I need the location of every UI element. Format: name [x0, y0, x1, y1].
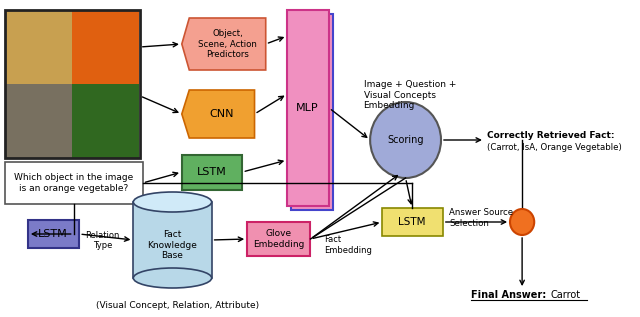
Text: Fact
Embedding: Fact Embedding [324, 235, 372, 255]
Text: Scoring: Scoring [387, 135, 424, 145]
Text: Which object in the image
is an orange vegetable?: Which object in the image is an orange v… [14, 173, 133, 193]
FancyBboxPatch shape [182, 155, 243, 190]
Text: Type: Type [93, 241, 112, 249]
FancyBboxPatch shape [247, 222, 310, 256]
FancyBboxPatch shape [382, 208, 443, 236]
Text: (Visual Concept, Relation, Attribute): (Visual Concept, Relation, Attribute) [95, 301, 259, 309]
FancyBboxPatch shape [133, 202, 212, 278]
Text: Carrot: Carrot [550, 290, 580, 300]
Text: Glove
Embedding: Glove Embedding [253, 229, 305, 249]
Text: Fact
Knowledge
Base: Fact Knowledge Base [148, 230, 197, 260]
Text: Image + Question +
Visual Concepts
Embedding: Image + Question + Visual Concepts Embed… [364, 80, 456, 110]
FancyBboxPatch shape [4, 162, 143, 204]
Ellipse shape [370, 102, 441, 178]
FancyBboxPatch shape [4, 84, 72, 158]
Ellipse shape [133, 268, 212, 288]
Text: CNN: CNN [210, 109, 234, 119]
Ellipse shape [133, 192, 212, 212]
FancyBboxPatch shape [28, 220, 79, 248]
Polygon shape [182, 18, 266, 70]
FancyBboxPatch shape [72, 10, 139, 84]
Text: Correctly Retrieved Fact:: Correctly Retrieved Fact: [486, 131, 614, 139]
Text: LSTM: LSTM [196, 167, 227, 177]
Text: Relation: Relation [85, 230, 120, 240]
Ellipse shape [510, 209, 534, 235]
Text: MLP: MLP [296, 103, 319, 113]
Text: Answer Source
Selection: Answer Source Selection [449, 208, 513, 228]
FancyBboxPatch shape [72, 84, 139, 158]
Text: (Carrot, IsA, Orange Vegetable): (Carrot, IsA, Orange Vegetable) [486, 144, 621, 152]
Text: Final Answer:: Final Answer: [471, 290, 546, 300]
Polygon shape [182, 90, 255, 138]
Text: LSTM: LSTM [38, 229, 68, 239]
FancyBboxPatch shape [287, 10, 329, 206]
Text: Object,
Scene, Action
Predictors: Object, Scene, Action Predictors [198, 29, 257, 59]
FancyBboxPatch shape [291, 14, 333, 210]
Text: LSTM: LSTM [398, 217, 426, 227]
FancyBboxPatch shape [4, 10, 72, 84]
